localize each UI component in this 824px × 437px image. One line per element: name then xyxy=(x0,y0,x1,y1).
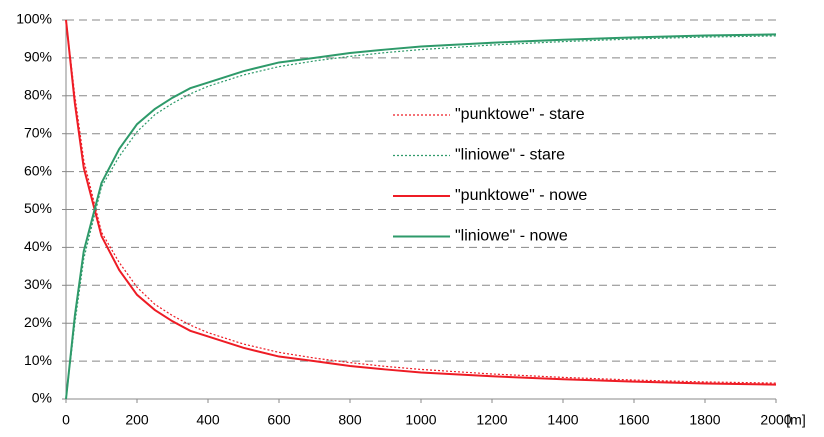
series-line xyxy=(65,19,777,386)
series-line xyxy=(65,19,777,384)
y-tick-label: 20% xyxy=(24,314,52,330)
x-tick-label: 1200 xyxy=(476,412,507,428)
series-line xyxy=(65,33,777,400)
legend-label: "punktowe" - nowe xyxy=(455,187,587,204)
x-tick-label: 600 xyxy=(267,412,291,428)
x-tick-label: 1000 xyxy=(405,412,436,428)
y-tick-label: 30% xyxy=(24,276,52,292)
x-tick-label: 400 xyxy=(196,412,220,428)
x-tick-label: 0 xyxy=(62,412,70,428)
y-tick-label: 90% xyxy=(24,49,52,65)
x-tick-label: 1600 xyxy=(618,412,649,428)
x-tick-label: 1800 xyxy=(689,412,720,428)
legend-label: "punktowe" - stare xyxy=(455,106,585,123)
y-tick-label: 40% xyxy=(24,238,52,254)
x-tick-label: 2000 xyxy=(760,412,791,428)
series-line xyxy=(65,35,777,400)
y-tick-label: 50% xyxy=(24,200,52,216)
y-tick-label: 0% xyxy=(32,390,52,406)
x-tick-label: 200 xyxy=(125,412,149,428)
x-tick-label: 800 xyxy=(338,412,362,428)
x-tick-label: 1400 xyxy=(547,412,578,428)
y-tick-label: 80% xyxy=(24,87,52,103)
y-tick-label: 100% xyxy=(16,11,52,27)
y-tick-label: 60% xyxy=(24,162,52,178)
x-axis-label: [m] xyxy=(786,412,805,428)
y-tick-label: 10% xyxy=(24,352,52,368)
y-tick-label: 70% xyxy=(24,124,52,140)
legend-label: "liniowe" - stare xyxy=(455,147,565,164)
legend-label: "liniowe" - nowe xyxy=(455,228,568,245)
